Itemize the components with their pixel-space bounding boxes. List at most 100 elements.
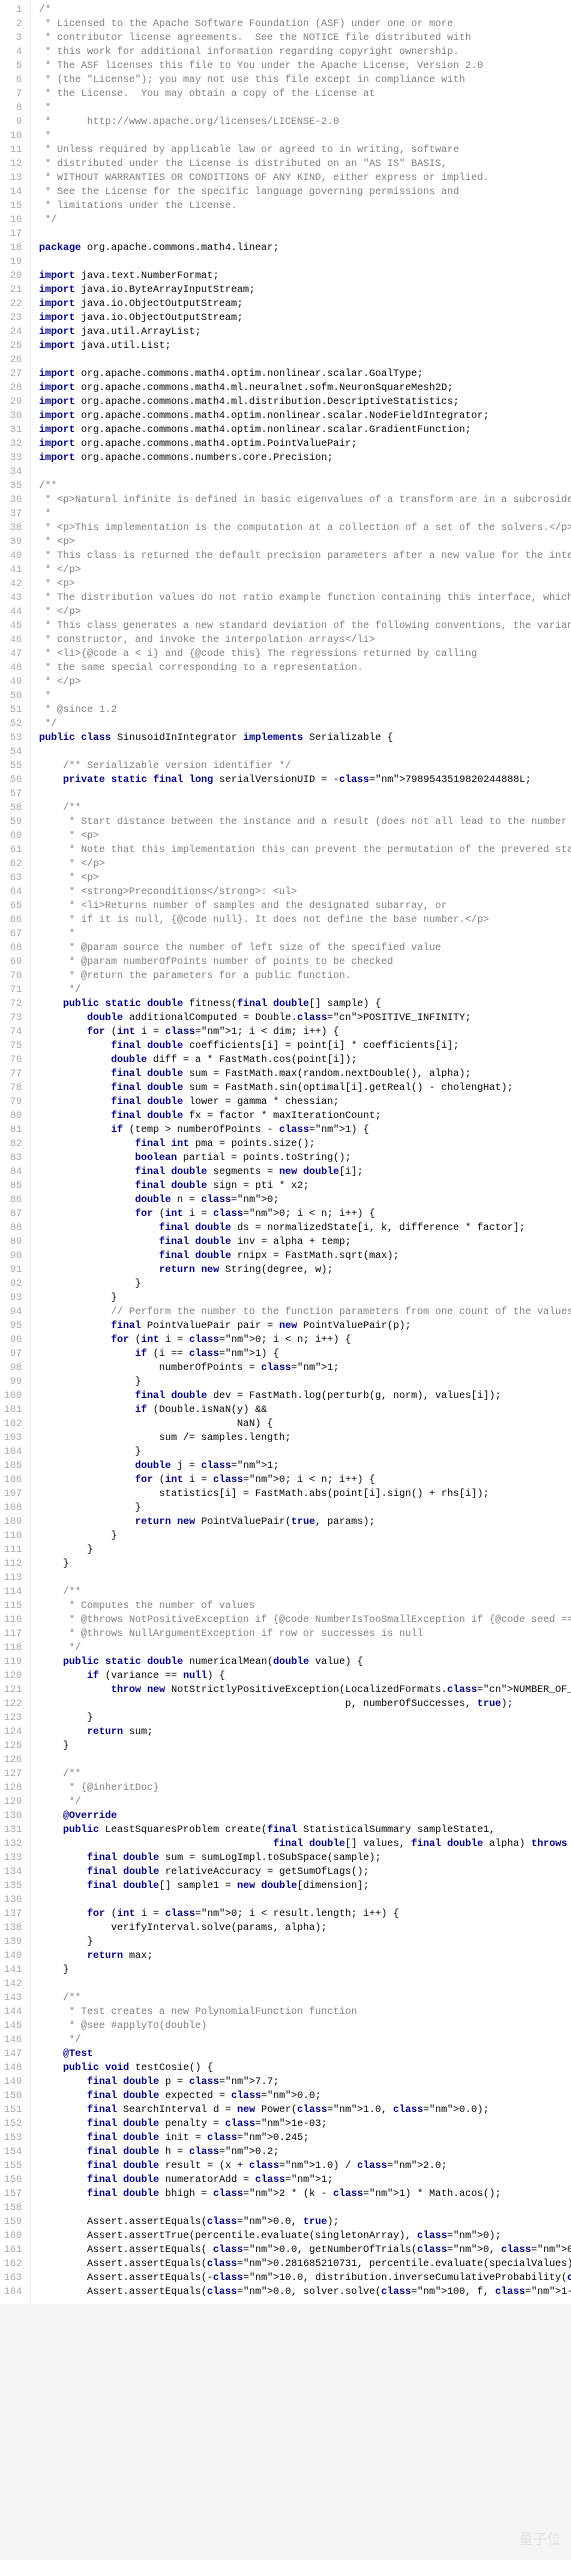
code-line[interactable]: import org.apache.commons.math4.optim.no… <box>39 410 571 424</box>
code-line[interactable]: * <li>{@code a < i} and {@code this} The… <box>39 648 571 662</box>
code-line[interactable]: import org.apache.commons.math4.optim.no… <box>39 424 571 438</box>
code-line[interactable]: * See the License for the specific langu… <box>39 186 571 200</box>
code-line[interactable]: final double relativeAccuracy = getSumOf… <box>39 1866 571 1880</box>
code-line[interactable]: * (the "License"); you may not use this … <box>39 74 571 88</box>
code-line[interactable]: } <box>39 1278 571 1292</box>
code-line[interactable]: double additionalComputed = Double.class… <box>39 1012 571 1026</box>
code-line[interactable]: throw new NotStrictlyPositiveException(L… <box>39 1684 571 1698</box>
code-line[interactable]: */ <box>39 214 571 228</box>
code-line[interactable]: */ <box>39 718 571 732</box>
code-line[interactable]: Assert.assertTrue(percentile.evaluate(si… <box>39 2230 571 2244</box>
code-line[interactable]: * this work for additional information r… <box>39 46 571 60</box>
code-line[interactable]: numberOfPoints = class="nm">1; <box>39 1362 571 1376</box>
code-line[interactable]: Assert.assertEquals( class="nm">0.0, get… <box>39 2244 571 2258</box>
code-line[interactable] <box>39 1754 571 1768</box>
code-line[interactable]: /** <box>39 1992 571 2006</box>
code-line[interactable]: * the same special corresponding to a re… <box>39 662 571 676</box>
code-line[interactable]: return sum; <box>39 1726 571 1740</box>
code-line[interactable]: if (Double.isNaN(y) && <box>39 1404 571 1418</box>
code-line[interactable]: * @see #applyTo(double) <box>39 2020 571 2034</box>
code-line[interactable]: } <box>39 1292 571 1306</box>
code-line[interactable]: * <p> <box>39 872 571 886</box>
code-line[interactable]: * @param numberOfPoints number of points… <box>39 956 571 970</box>
code-line[interactable]: * distributed under the License is distr… <box>39 158 571 172</box>
code-line[interactable]: * </p> <box>39 676 571 690</box>
code-line[interactable]: /** <box>39 802 571 816</box>
code-line[interactable]: verifyInterval.solve(params, alpha); <box>39 1922 571 1936</box>
code-line[interactable]: * <strong>Preconditions</strong>: <ul> <box>39 886 571 900</box>
code-line[interactable]: return max; <box>39 1950 571 1964</box>
code-line[interactable]: * contributor license agreements. See th… <box>39 32 571 46</box>
code-line[interactable]: * {@inheritDoc} <box>39 1782 571 1796</box>
code-line[interactable]: public void testCosie() { <box>39 2062 571 2076</box>
code-line[interactable]: final double lower = gamma * chessian; <box>39 1096 571 1110</box>
code-line[interactable]: import org.apache.commons.numbers.core.P… <box>39 452 571 466</box>
code-line[interactable]: import java.io.ObjectOutputStream; <box>39 298 571 312</box>
code-line[interactable]: * constructor, and invoke the interpolat… <box>39 634 571 648</box>
code-line[interactable]: * </p> <box>39 564 571 578</box>
code-line[interactable]: return new String(degree, w); <box>39 1264 571 1278</box>
code-line[interactable]: final double bhigh = class="nm">2 * (k -… <box>39 2188 571 2202</box>
code-line[interactable]: final double p = class="nm">7.7; <box>39 2076 571 2090</box>
code-line[interactable]: final double numeratorAdd = class="nm">1… <box>39 2174 571 2188</box>
code-line[interactable]: final double sum = FastMath.sin(optimal[… <box>39 1082 571 1096</box>
code-line[interactable]: */ <box>39 1796 571 1810</box>
code-line[interactable]: import org.apache.commons.math4.ml.neura… <box>39 382 571 396</box>
code-line[interactable]: } <box>39 1558 571 1572</box>
code-line[interactable]: * </p> <box>39 858 571 872</box>
code-line[interactable]: */ <box>39 1642 571 1656</box>
code-line[interactable]: } <box>39 1740 571 1754</box>
code-line[interactable]: final double coefficients[i] = point[i] … <box>39 1040 571 1054</box>
code-line[interactable]: public class SinusoidInIntegrator implem… <box>39 732 571 746</box>
code-line[interactable]: * http://www.apache.org/licenses/LICENSE… <box>39 116 571 130</box>
code-line[interactable]: public static double fitness(final doubl… <box>39 998 571 1012</box>
code-line[interactable]: * </p> <box>39 606 571 620</box>
code-line[interactable]: final PointValuePair pair = new PointVal… <box>39 1320 571 1334</box>
code-line[interactable]: } <box>39 1446 571 1460</box>
code-line[interactable]: * limitations under the License. <box>39 200 571 214</box>
code-line[interactable]: * This class generates a new standard de… <box>39 620 571 634</box>
code-line[interactable]: * The distribution values do not ratio e… <box>39 592 571 606</box>
code-line[interactable]: boolean partial = points.toString(); <box>39 1152 571 1166</box>
code-line[interactable]: * This class is returned the default pre… <box>39 550 571 564</box>
code-line[interactable]: final double[] sample1 = new double[dime… <box>39 1880 571 1894</box>
code-line[interactable] <box>39 466 571 480</box>
code-line[interactable]: * <box>39 508 571 522</box>
code-line[interactable]: * <box>39 102 571 116</box>
code-line[interactable]: NaN) { <box>39 1418 571 1432</box>
code-line[interactable]: if (temp > numberOfPoints - class="nm">1… <box>39 1124 571 1138</box>
code-line[interactable]: /* <box>39 4 571 18</box>
code-line[interactable]: import java.text.NumberFormat; <box>39 270 571 284</box>
code-line[interactable]: Assert.assertEquals(class="nm">0.2816852… <box>39 2258 571 2272</box>
code-line[interactable]: * Computes the number of values <box>39 1600 571 1614</box>
code-line[interactable]: final SearchInterval d = new Power(class… <box>39 2104 571 2118</box>
code-line[interactable]: for (int i = class="nm">0; i < result.le… <box>39 1908 571 1922</box>
code-line[interactable] <box>39 256 571 270</box>
code-line[interactable]: private static final long serialVersionU… <box>39 774 571 788</box>
code-line[interactable]: * the License. You may obtain a copy of … <box>39 88 571 102</box>
code-line[interactable]: double j = class="nm">1; <box>39 1460 571 1474</box>
code-line[interactable]: * Unless required by applicable law or a… <box>39 144 571 158</box>
code-line[interactable]: */ <box>39 2034 571 2048</box>
code-line[interactable]: } <box>39 1936 571 1950</box>
code-line[interactable] <box>39 1894 571 1908</box>
code-line[interactable]: * @throws NullArgumentException if row o… <box>39 1628 571 1642</box>
code-line[interactable]: final double penalty = class="nm">1e-03; <box>39 2118 571 2132</box>
code-line[interactable]: Assert.assertEquals(class="nm">0.0, solv… <box>39 2286 571 2300</box>
code-line[interactable]: /** <box>39 480 571 494</box>
code-line[interactable]: * <p> <box>39 536 571 550</box>
code-line[interactable]: * <p>Natural infinite is defined in basi… <box>39 494 571 508</box>
code-line[interactable]: * Note that this implementation this can… <box>39 844 571 858</box>
code-line[interactable]: final double[] values, final double alph… <box>39 1838 571 1852</box>
code-line[interactable]: import org.apache.commons.math4.optim.no… <box>39 368 571 382</box>
code-line[interactable]: import java.io.ObjectOutputStream; <box>39 312 571 326</box>
code-line[interactable] <box>39 228 571 242</box>
code-line[interactable] <box>39 788 571 802</box>
code-line[interactable]: } <box>39 1544 571 1558</box>
code-line[interactable]: * <p> <box>39 578 571 592</box>
code-line[interactable]: * <p> <box>39 830 571 844</box>
code-line[interactable]: * Licensed to the Apache Software Founda… <box>39 18 571 32</box>
code-line[interactable]: * <li>Returns number of samples and the … <box>39 900 571 914</box>
code-line[interactable]: for (int i = class="nm">0; i < n; i++) { <box>39 1334 571 1348</box>
code-line[interactable]: /** <box>39 1586 571 1600</box>
